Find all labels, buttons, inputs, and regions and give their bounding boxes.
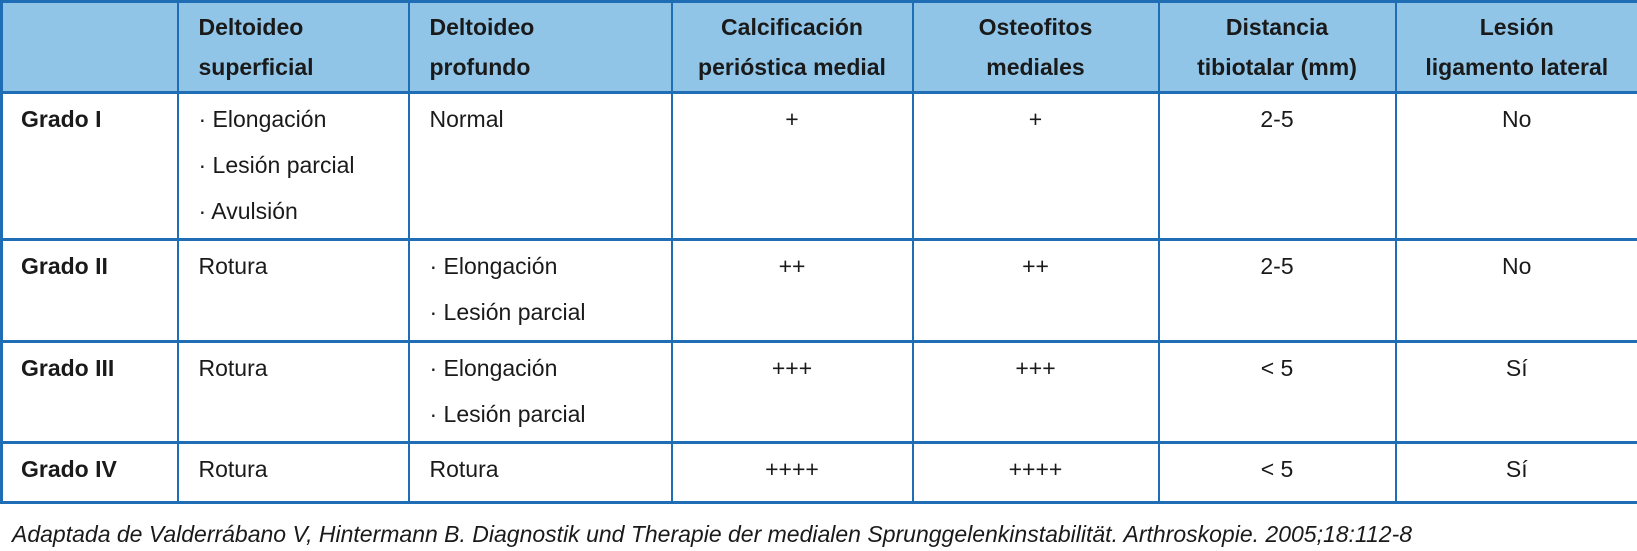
cell-lesion-ligamento-lateral: No (1394, 238, 1637, 343)
table-row-grado-iii: Grado III Rotura · Elongación · Lesión p… (0, 340, 1637, 444)
cell-calcificacion-periostica-medial: ++ (670, 238, 914, 343)
cell-deltoideo-superficial: · Elongación · Lesión parcial · Avulsión (176, 91, 410, 241)
cell-lesion-ligamento-lateral: No (1394, 91, 1637, 241)
cell-osteofitos-mediales: +++ (911, 340, 1160, 444)
grade-label: Grado I (0, 91, 179, 241)
column-header-lesion-ligamento-lateral: Lesión ligamento lateral (1394, 0, 1637, 94)
column-header-calcificacion-periostica-medial: Calcificación perióstica medial (670, 0, 914, 94)
cell-deltoideo-profundo: Normal (407, 91, 673, 241)
cell-lesion-ligamento-lateral: Sí (1394, 340, 1637, 444)
cell-osteofitos-mediales: ++++ (911, 441, 1160, 504)
medial-instability-grading-table: Deltoideo superficial Deltoideo profundo… (0, 0, 1637, 504)
cell-calcificacion-periostica-medial: +++ (670, 340, 914, 444)
column-header-osteofitos-mediales: Osteofitos mediales (911, 0, 1160, 94)
column-header-deltoideo-superficial: Deltoideo superficial (176, 0, 410, 94)
grade-label: Grado III (0, 340, 179, 444)
grade-label: Grado IV (0, 441, 179, 504)
source-citation: Adaptada de Valderrábano V, Hintermann B… (12, 521, 1413, 547)
table-row-grado-iv: Grado IV Rotura Rotura ++++ ++++ < 5 Sí (0, 441, 1637, 504)
cell-osteofitos-mediales: ++ (911, 238, 1160, 343)
cell-deltoideo-profundo: · Elongación · Lesión parcial (407, 238, 673, 343)
cell-deltoideo-superficial: Rotura (176, 340, 410, 444)
column-header-distancia-tibiotalar: Distancia tibiotalar (mm) (1157, 0, 1397, 94)
cell-distancia-tibiotalar: 2-5 (1157, 91, 1397, 241)
column-header-corner (0, 0, 179, 94)
cell-lesion-ligamento-lateral: Sí (1394, 441, 1637, 504)
cell-osteofitos-mediales: + (911, 91, 1160, 241)
column-header-deltoideo-profundo: Deltoideo profundo (407, 0, 673, 94)
cell-distancia-tibiotalar: < 5 (1157, 340, 1397, 444)
cell-calcificacion-periostica-medial: ++++ (670, 441, 914, 504)
cell-deltoideo-superficial: Rotura (176, 441, 410, 504)
cell-calcificacion-periostica-medial: + (670, 91, 914, 241)
cell-distancia-tibiotalar: 2-5 (1157, 238, 1397, 343)
header-row: Deltoideo superficial Deltoideo profundo… (0, 0, 1637, 94)
cell-deltoideo-profundo: Rotura (407, 441, 673, 504)
cell-deltoideo-profundo: · Elongación · Lesión parcial (407, 340, 673, 444)
table-row-grado-i: Grado I · Elongación · Lesión parcial · … (0, 91, 1637, 241)
table-row-grado-ii: Grado II Rotura · Elongación · Lesión pa… (0, 238, 1637, 343)
cell-deltoideo-superficial: Rotura (176, 238, 410, 343)
cell-distancia-tibiotalar: < 5 (1157, 441, 1397, 504)
grade-label: Grado II (0, 238, 179, 343)
